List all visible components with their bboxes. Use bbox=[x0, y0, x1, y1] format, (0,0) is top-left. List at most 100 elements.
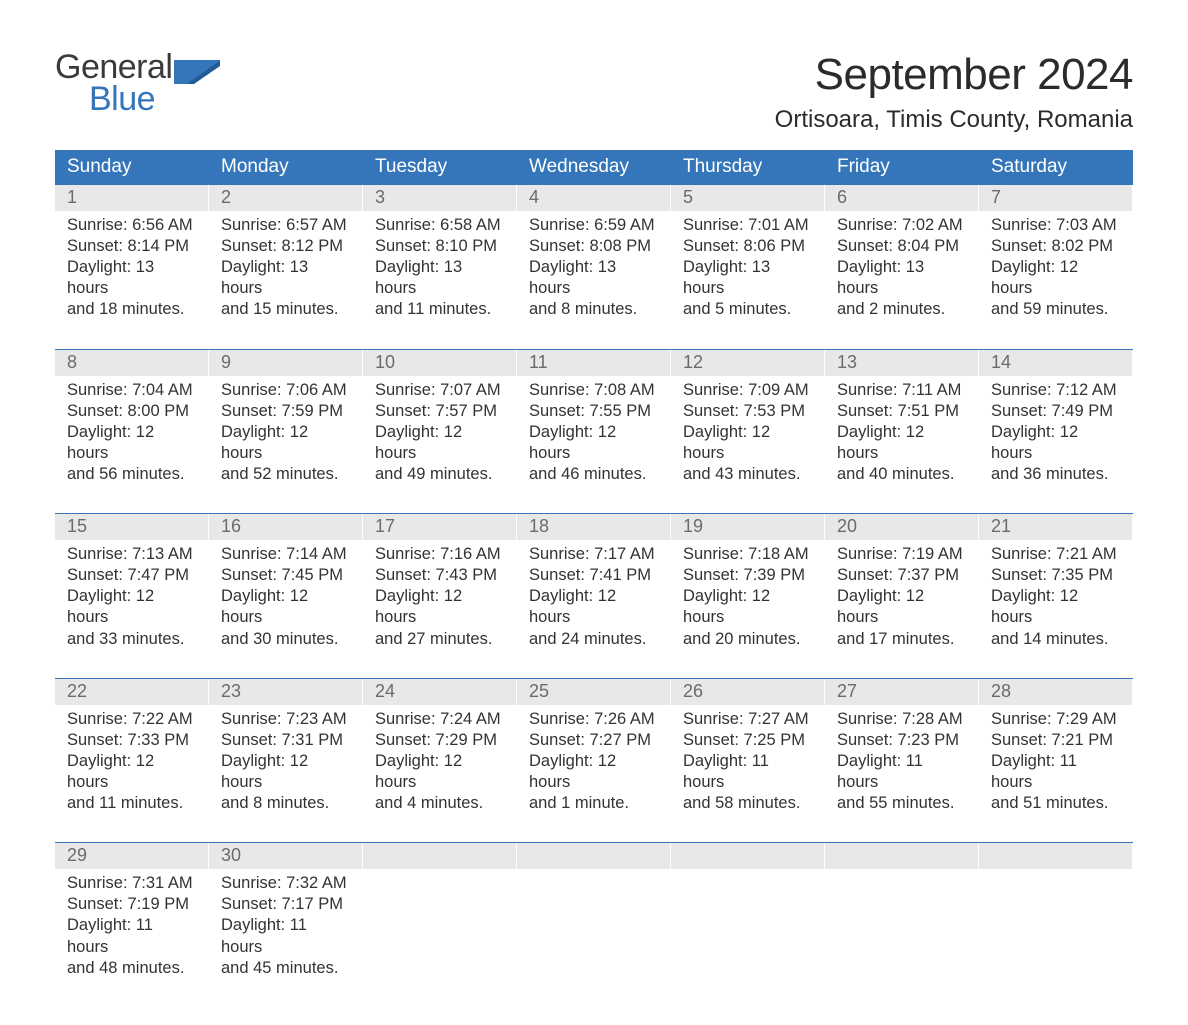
sunrise-line: Sunrise: 7:18 AM bbox=[683, 544, 812, 565]
sunrise-line: Sunrise: 6:57 AM bbox=[221, 215, 350, 236]
day-number: 18 bbox=[517, 514, 670, 540]
month-title: September 2024 bbox=[775, 50, 1133, 100]
sunset-line: Sunset: 7:29 PM bbox=[375, 730, 504, 751]
daylight-line-1: Daylight: 12 hours bbox=[375, 586, 504, 628]
day-cell: 4Sunrise: 6:59 AMSunset: 8:08 PMDaylight… bbox=[517, 185, 671, 327]
day-details: Sunrise: 7:29 AMSunset: 7:21 PMDaylight:… bbox=[991, 709, 1120, 815]
daylight-line-2: and 11 minutes. bbox=[375, 299, 504, 320]
day-details: Sunrise: 7:04 AMSunset: 8:00 PMDaylight:… bbox=[67, 380, 196, 486]
sunset-line: Sunset: 7:33 PM bbox=[67, 730, 196, 751]
day-cell: 10Sunrise: 7:07 AMSunset: 7:57 PMDayligh… bbox=[363, 350, 517, 492]
daylight-line-1: Daylight: 12 hours bbox=[67, 422, 196, 464]
daylight-line-1: Daylight: 13 hours bbox=[529, 257, 658, 299]
day-number: 11 bbox=[517, 350, 670, 376]
day-cell bbox=[363, 843, 517, 985]
daylight-line-2: and 58 minutes. bbox=[683, 793, 812, 814]
days-of-week-header: Sunday Monday Tuesday Wednesday Thursday… bbox=[55, 150, 1133, 185]
location-subtitle: Ortisoara, Timis County, Romania bbox=[775, 106, 1133, 134]
day-number: 12 bbox=[671, 350, 824, 376]
daylight-line-1: Daylight: 12 hours bbox=[837, 586, 966, 628]
daylight-line-1: Daylight: 12 hours bbox=[67, 751, 196, 793]
day-cell: 19Sunrise: 7:18 AMSunset: 7:39 PMDayligh… bbox=[671, 514, 825, 656]
daylight-line-1: Daylight: 13 hours bbox=[837, 257, 966, 299]
day-details: Sunrise: 7:24 AMSunset: 7:29 PMDaylight:… bbox=[375, 709, 504, 815]
sunrise-line: Sunrise: 7:21 AM bbox=[991, 544, 1120, 565]
day-details: Sunrise: 7:18 AMSunset: 7:39 PMDaylight:… bbox=[683, 544, 812, 650]
sunrise-line: Sunrise: 7:01 AM bbox=[683, 215, 812, 236]
day-cell bbox=[671, 843, 825, 985]
calendar-page: General Blue September 2024 Ortisoara, T… bbox=[0, 0, 1188, 1025]
week-row: 22Sunrise: 7:22 AMSunset: 7:33 PMDayligh… bbox=[55, 678, 1133, 821]
day-cell: 26Sunrise: 7:27 AMSunset: 7:25 PMDayligh… bbox=[671, 679, 825, 821]
title-block: September 2024 Ortisoara, Timis County, … bbox=[775, 50, 1133, 144]
day-cell: 2Sunrise: 6:57 AMSunset: 8:12 PMDaylight… bbox=[209, 185, 363, 327]
day-number: 16 bbox=[209, 514, 362, 540]
day-number: 23 bbox=[209, 679, 362, 705]
day-number: 17 bbox=[363, 514, 516, 540]
day-cell: 24Sunrise: 7:24 AMSunset: 7:29 PMDayligh… bbox=[363, 679, 517, 821]
dow-sunday: Sunday bbox=[55, 150, 209, 185]
day-cell: 23 Sunrise: 7:23 AMSunset: 7:31 PMDayligh… bbox=[209, 679, 363, 821]
daylight-line-2: and 24 minutes. bbox=[529, 629, 658, 650]
daylight-line-2: and 46 minutes. bbox=[529, 464, 658, 485]
day-details: Sunrise: 7:14 AMSunset: 7:45 PMDaylight:… bbox=[221, 544, 350, 650]
day-details: Sunrise: 7:31 AMSunset: 7:19 PMDaylight:… bbox=[67, 873, 196, 979]
sunrise-line: Sunrise: 7:31 AM bbox=[67, 873, 196, 894]
day-details: Sunrise: 7:17 AMSunset: 7:41 PMDaylight:… bbox=[529, 544, 658, 650]
day-cell: 13Sunrise: 7:11 AMSunset: 7:51 PMDayligh… bbox=[825, 350, 979, 492]
day-cell: 8Sunrise: 7:04 AMSunset: 8:00 PMDaylight… bbox=[55, 350, 209, 492]
weeks-container: 1Sunrise: 6:56 AMSunset: 8:14 PMDaylight… bbox=[55, 185, 1133, 985]
day-number: 4 bbox=[517, 185, 670, 211]
daylight-line-1: Daylight: 12 hours bbox=[221, 422, 350, 464]
day-cell: 15Sunrise: 7:13 AMSunset: 7:47 PMDayligh… bbox=[55, 514, 209, 656]
dow-thursday: Thursday bbox=[671, 150, 825, 185]
sunset-line: Sunset: 8:04 PM bbox=[837, 236, 966, 257]
day-cell: 18 Sunrise: 7:17 AMSunset: 7:41 PMDayligh… bbox=[517, 514, 671, 656]
daylight-line-1: Daylight: 11 hours bbox=[683, 751, 812, 793]
day-details: Sunrise: 7:27 AMSunset: 7:25 PMDaylight:… bbox=[683, 709, 812, 815]
daylight-line-2: and 8 minutes. bbox=[221, 793, 350, 814]
sunset-line: Sunset: 8:10 PM bbox=[375, 236, 504, 257]
sunrise-line: Sunrise: 7:11 AM bbox=[837, 380, 966, 401]
day-details: Sunrise: 7:06 AMSunset: 7:59 PMDaylight:… bbox=[221, 380, 350, 486]
sunrise-line: Sunrise: 7:27 AM bbox=[683, 709, 812, 730]
day-details: Sunrise: 7:12 AMSunset: 7:49 PMDaylight:… bbox=[991, 380, 1120, 486]
day-number: 25 bbox=[517, 679, 670, 705]
day-details: Sunrise: 7:26 AMSunset: 7:27 PMDaylight:… bbox=[529, 709, 658, 815]
week-row: 29Sunrise: 7:31 AMSunset: 7:19 PMDayligh… bbox=[55, 842, 1133, 985]
daylight-line-2: and 20 minutes. bbox=[683, 629, 812, 650]
daylight-line-2: and 51 minutes. bbox=[991, 793, 1120, 814]
sunset-line: Sunset: 7:17 PM bbox=[221, 894, 350, 915]
sunset-line: Sunset: 7:51 PM bbox=[837, 401, 966, 422]
daylight-line-1: Daylight: 12 hours bbox=[67, 586, 196, 628]
day-number: 6 bbox=[825, 185, 978, 211]
day-number: 14 bbox=[979, 350, 1132, 376]
daylight-line-1: Daylight: 11 hours bbox=[837, 751, 966, 793]
daylight-line-1: Daylight: 11 hours bbox=[221, 915, 350, 957]
dow-wednesday: Wednesday bbox=[517, 150, 671, 185]
daylight-line-2: and 4 minutes. bbox=[375, 793, 504, 814]
daylight-line-2: and 1 minute. bbox=[529, 793, 658, 814]
sunset-line: Sunset: 8:00 PM bbox=[67, 401, 196, 422]
sunset-line: Sunset: 7:35 PM bbox=[991, 565, 1120, 586]
day-cell: 27Sunrise: 7:28 AMSunset: 7:23 PMDayligh… bbox=[825, 679, 979, 821]
daylight-line-1: Daylight: 12 hours bbox=[221, 751, 350, 793]
sunrise-line: Sunrise: 7:12 AM bbox=[991, 380, 1120, 401]
sunset-line: Sunset: 8:12 PM bbox=[221, 236, 350, 257]
sunset-line: Sunset: 7:37 PM bbox=[837, 565, 966, 586]
day-number bbox=[363, 843, 516, 869]
daylight-line-2: and 52 minutes. bbox=[221, 464, 350, 485]
sunrise-line: Sunrise: 7:26 AM bbox=[529, 709, 658, 730]
day-number: 3 bbox=[363, 185, 516, 211]
sunset-line: Sunset: 7:31 PM bbox=[221, 730, 350, 751]
dow-tuesday: Tuesday bbox=[363, 150, 517, 185]
sunrise-line: Sunrise: 7:29 AM bbox=[991, 709, 1120, 730]
day-cell: 28Sunrise: 7:29 AMSunset: 7:21 PMDayligh… bbox=[979, 679, 1133, 821]
day-details: Sunrise: 7:23 AMSunset: 7:31 PMDaylight:… bbox=[221, 709, 350, 815]
brand-logo: General Blue bbox=[55, 50, 220, 116]
day-number bbox=[825, 843, 978, 869]
day-details: Sunrise: 7:09 AMSunset: 7:53 PMDaylight:… bbox=[683, 380, 812, 486]
sunrise-line: Sunrise: 7:22 AM bbox=[67, 709, 196, 730]
day-cell: 30Sunrise: 7:32 AMSunset: 7:17 PMDayligh… bbox=[209, 843, 363, 985]
daylight-line-2: and 45 minutes. bbox=[221, 958, 350, 979]
